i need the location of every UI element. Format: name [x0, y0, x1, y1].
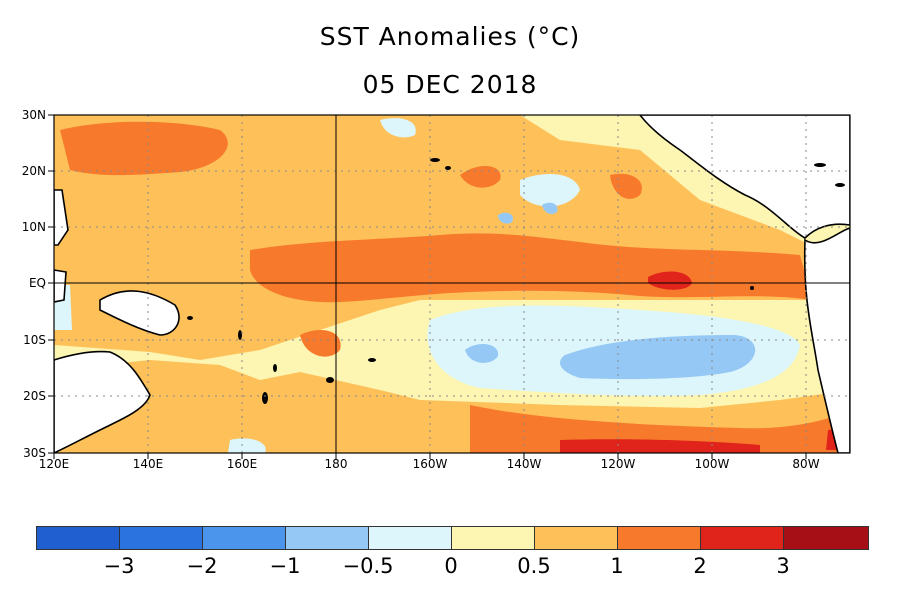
colorbar-label-2: 2 [693, 554, 707, 578]
map-frame [53, 114, 851, 454]
lat-label-20s: 20S [23, 389, 46, 403]
lon-label-120e: 120E [38, 457, 70, 471]
colorbar-swatch-7 [534, 526, 618, 550]
lat-label-30s: 30S [23, 446, 46, 460]
anomaly-light-blue-regions [465, 202, 756, 380]
colorbar-label-neg2: −2 [186, 554, 218, 578]
pacific-islands [187, 158, 845, 404]
colorbar-swatch-9 [700, 526, 784, 550]
lat-label-eq: EQ [28, 276, 46, 290]
colorbar-label-0: 0 [444, 554, 458, 578]
lon-label-160e: 160E [226, 457, 258, 471]
new-guinea-land [99, 290, 180, 336]
lon-label-100w: 100W [694, 457, 730, 471]
philippines-land [54, 189, 69, 246]
colorbar-label-3: 3 [776, 554, 790, 578]
colorbar-swatch-4 [285, 526, 369, 550]
colorbar-swatch-2 [119, 526, 203, 550]
colorbar-label-neg1: −1 [269, 554, 301, 578]
colorbar-label-0-5: 0.5 [517, 554, 551, 578]
lon-label-160w: 160W [412, 457, 448, 471]
colorbar-swatch-8 [617, 526, 701, 550]
borneo-land [54, 269, 67, 303]
map-grid [54, 115, 850, 453]
colorbar-swatch-1 [36, 526, 120, 550]
colorbar-label-1: 1 [610, 554, 624, 578]
lat-label-10n: 10N [21, 220, 46, 234]
lon-label-80w: 80W [792, 457, 820, 471]
map-date: 05 DEC 2018 [362, 70, 538, 99]
lat-label-20n: 20N [21, 164, 46, 178]
colorbar-label-neg0-5: −0.5 [342, 554, 394, 578]
lon-label-140w: 140W [506, 457, 542, 471]
colorbar-swatch-10 [783, 526, 869, 550]
colorbar-swatch-3 [202, 526, 286, 550]
colorbar-swatch-6 [451, 526, 535, 550]
lat-label-30n: 30N [21, 108, 46, 122]
land-masses [54, 115, 850, 453]
colorbar-swatch-5 [368, 526, 452, 550]
colorbar-label-neg3: −3 [103, 554, 135, 578]
axis-ticks [48, 114, 807, 459]
lon-label-140e: 140E [132, 457, 164, 471]
south-america-land [803, 227, 850, 453]
north-america-land [638, 115, 850, 239]
lon-label-180: 180 [324, 457, 348, 471]
map-title: SST Anomalies (°C) [319, 22, 581, 51]
lat-label-10s: 10S [23, 333, 46, 347]
australia-land [54, 350, 151, 453]
lon-label-120w: 120W [600, 457, 636, 471]
